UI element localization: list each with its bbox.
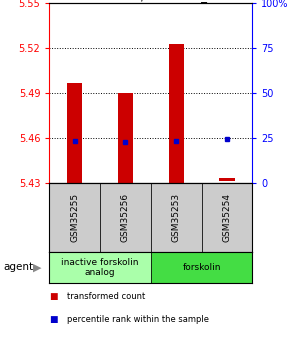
Bar: [100, 183, 151, 252]
Bar: [67, 83, 82, 183]
Text: GSM35253: GSM35253: [172, 193, 181, 242]
Bar: [219, 178, 235, 181]
Bar: [202, 183, 252, 252]
Text: GSM35256: GSM35256: [121, 193, 130, 242]
Text: ▶: ▶: [33, 263, 42, 272]
Text: ■: ■: [49, 292, 58, 301]
Text: GSM35254: GSM35254: [222, 193, 231, 242]
Bar: [151, 183, 202, 252]
Bar: [49, 252, 151, 283]
Text: forskolin: forskolin: [182, 263, 221, 272]
Title: GDS1039 / 1397952_at: GDS1039 / 1397952_at: [82, 0, 219, 2]
Text: percentile rank within the sample: percentile rank within the sample: [67, 315, 209, 324]
Text: transformed count: transformed count: [67, 292, 145, 301]
Bar: [151, 252, 252, 283]
Text: agent: agent: [3, 263, 33, 272]
Text: ■: ■: [49, 315, 58, 324]
Bar: [118, 93, 133, 183]
Bar: [168, 44, 184, 183]
Text: inactive forskolin
analog: inactive forskolin analog: [61, 258, 139, 277]
Bar: [49, 183, 100, 252]
Text: GSM35255: GSM35255: [70, 193, 79, 242]
